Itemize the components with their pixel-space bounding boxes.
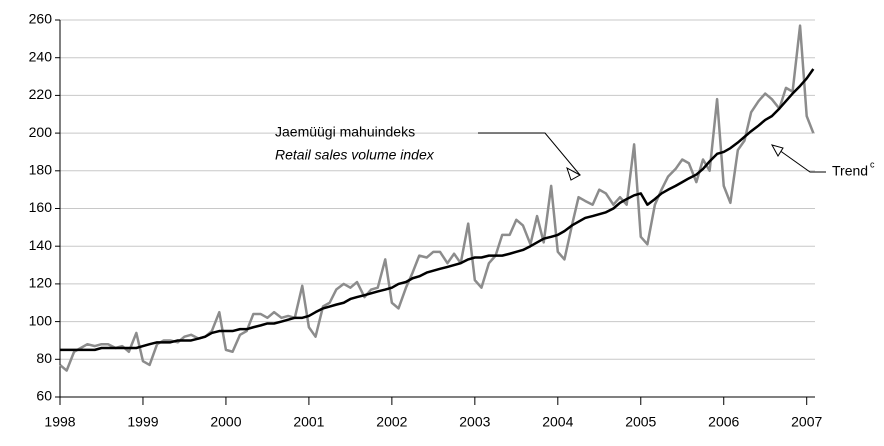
x-tick-label: 2004 [542, 414, 573, 430]
y-tick-label: 240 [29, 48, 53, 64]
x-tick-label: 2007 [791, 414, 822, 430]
y-tick-label: 200 [29, 124, 53, 140]
y-tick-label: 140 [29, 237, 53, 253]
x-tick-label: 2005 [625, 414, 656, 430]
arrow-line [478, 132, 581, 176]
y-tick-label: 120 [29, 275, 53, 291]
x-tick-label: 2001 [293, 414, 324, 430]
series-line [60, 68, 815, 352]
x-tick-label: 2003 [459, 414, 490, 430]
y-tick-label: 260 [29, 11, 53, 27]
series-line [59, 24, 815, 372]
arrow-head [566, 166, 582, 181]
x-tick-label: 1999 [127, 414, 158, 430]
y-tick-label: 160 [29, 199, 53, 215]
arrow-line [771, 144, 826, 173]
y-tick-label: 100 [29, 312, 53, 328]
arrow-head [770, 144, 784, 157]
annotation: Trend [832, 163, 868, 179]
x-tick-label: 2000 [210, 414, 241, 430]
x-tick-label: 2002 [376, 414, 407, 430]
y-tick-label: 220 [29, 86, 53, 102]
x-tick-label: 1998 [44, 414, 75, 430]
annotation: Retail sales volume index [275, 147, 435, 163]
x-tick-label: 2006 [708, 414, 739, 430]
annotation: c [870, 159, 875, 169]
annotation: Jaemüügi mahuindeks [275, 124, 415, 140]
y-tick-label: 60 [36, 388, 52, 404]
y-tick-label: 80 [36, 350, 52, 366]
y-tick-label: 180 [29, 162, 53, 178]
